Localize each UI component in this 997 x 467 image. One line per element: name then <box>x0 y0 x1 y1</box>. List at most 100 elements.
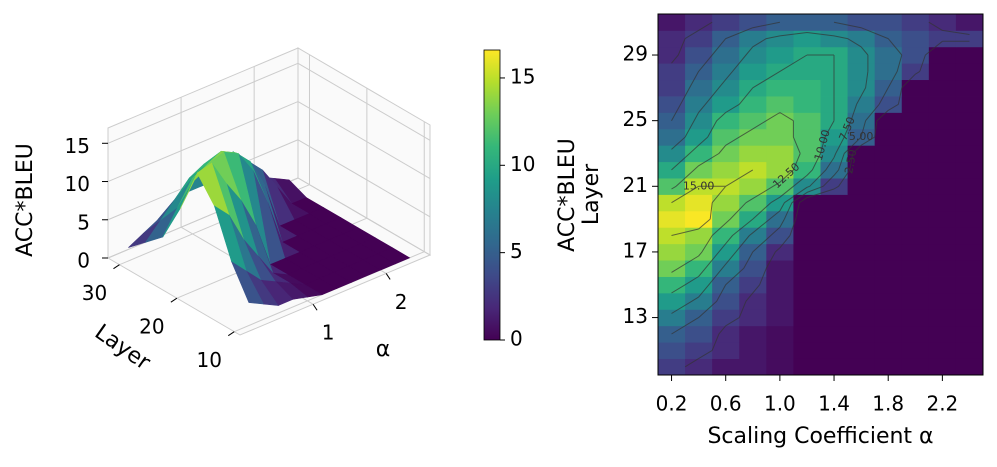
heatmap-cell <box>847 63 876 81</box>
heatmap-cell <box>793 96 821 113</box>
heatmap-cell <box>793 227 821 245</box>
heatmap-cell <box>955 243 984 261</box>
heatmap-cell <box>766 292 794 310</box>
x-tick-label: 2.2 <box>926 392 958 416</box>
heatmap-cell <box>901 79 930 97</box>
x-tick-label: 0.6 <box>710 392 742 416</box>
y-tick <box>170 297 178 303</box>
heatmap-cell <box>901 96 930 113</box>
heatmap-cell <box>928 14 957 31</box>
heatmap-cell <box>847 342 876 359</box>
grid-line <box>107 101 299 182</box>
heatmap-cell <box>820 227 848 245</box>
heatmap-cell <box>955 161 984 179</box>
heatmap-cell <box>901 30 930 48</box>
heatmap-cell <box>928 325 957 343</box>
heatmap-cell <box>874 276 903 294</box>
heatmap-cell <box>874 128 903 146</box>
contour-line <box>671 21 970 368</box>
heatmap-cell <box>712 79 740 97</box>
heatmap-cell <box>955 79 984 97</box>
heatmap-cell <box>766 128 794 146</box>
heatmap-cell <box>739 309 767 327</box>
heatmap-cell <box>820 276 848 294</box>
heatmap-cell <box>820 325 848 343</box>
x-axis-label: α <box>376 337 391 362</box>
heatmap-cell <box>874 178 903 195</box>
heatmap-cell <box>685 210 713 228</box>
x-tick <box>385 273 391 280</box>
heatmap-cell <box>712 358 740 376</box>
heatmap-cell <box>739 63 767 81</box>
heatmap-cell <box>928 30 957 48</box>
heatmap-cell <box>955 358 984 376</box>
heatmap-cell <box>955 178 984 195</box>
heatmap-cell <box>712 161 740 179</box>
heatmap-cell <box>712 128 740 146</box>
heatmap-cell <box>685 227 713 245</box>
heatmap-cell <box>766 276 794 294</box>
heatmap-cell <box>658 128 686 146</box>
heatmap-cell <box>766 145 794 163</box>
heatmap-cell <box>874 260 903 277</box>
heatmap-cell <box>928 260 957 277</box>
heatmap-cell <box>766 96 794 113</box>
heatmap-cell <box>901 14 930 31</box>
x-tick-label: 1 <box>322 321 335 345</box>
z-tick-label: 15 <box>65 134 90 158</box>
contour-line <box>671 169 754 236</box>
heatmap-cell <box>685 325 713 343</box>
heatmap-cell <box>712 260 740 277</box>
colorbar-tick-label: 5 <box>510 239 523 263</box>
heatmap-cell <box>685 46 713 64</box>
heatmap-cell <box>766 194 794 212</box>
heatmap-cell <box>793 112 821 130</box>
x-tick-label: 1.8 <box>872 392 904 416</box>
heatmap-cell <box>955 227 984 245</box>
heatmap-cell <box>820 358 848 376</box>
heatmap-cell <box>928 243 957 261</box>
heatmap-cell <box>739 276 767 294</box>
contour-label: 5.00 <box>849 130 874 143</box>
heatmap-cell <box>901 63 930 81</box>
heatmap-cell <box>901 210 930 228</box>
heatmap-cell <box>685 342 713 359</box>
y-tick-label: 29 <box>623 42 648 66</box>
heatmap-cell <box>766 210 794 228</box>
heatmap-cell <box>658 292 686 310</box>
heatmap-cell <box>847 96 876 113</box>
heatmap-cell <box>901 145 930 163</box>
heatmap-cell <box>847 358 876 376</box>
heatmap-cell <box>874 112 903 130</box>
heatmap-cell <box>739 46 767 64</box>
heatmap-cell <box>955 309 984 327</box>
heatmap-cell <box>928 63 957 81</box>
heatmap-cell <box>793 145 821 163</box>
heatmap-cell <box>955 260 984 277</box>
heatmap-cell <box>712 309 740 327</box>
y-tick-label: 25 <box>623 107 648 131</box>
heatmap-cell <box>847 325 876 343</box>
heatmap-cell <box>874 342 903 359</box>
x-tick <box>312 303 318 311</box>
heatmap-cell <box>766 309 794 327</box>
heatmap-cell <box>739 128 767 146</box>
grid-line <box>107 62 299 144</box>
heatmap-cell <box>955 128 984 146</box>
heatmap-cell <box>793 14 821 31</box>
heatmap-cell <box>847 112 876 130</box>
heatmap-cell <box>847 227 876 245</box>
heatmap-cell <box>685 30 713 48</box>
heatmap-cell <box>901 260 930 277</box>
heatmap-cell <box>793 325 821 343</box>
heatmap-cell <box>901 325 930 343</box>
heatmap-cell <box>793 128 821 146</box>
heatmap-cell <box>955 342 984 359</box>
heatmap-cell <box>712 210 740 228</box>
heatmap-cell <box>874 227 903 245</box>
heatmap-cell <box>928 178 957 195</box>
heatmap-cell <box>766 112 794 130</box>
heatmap-cell <box>712 325 740 343</box>
heatmap-cell <box>955 96 984 113</box>
